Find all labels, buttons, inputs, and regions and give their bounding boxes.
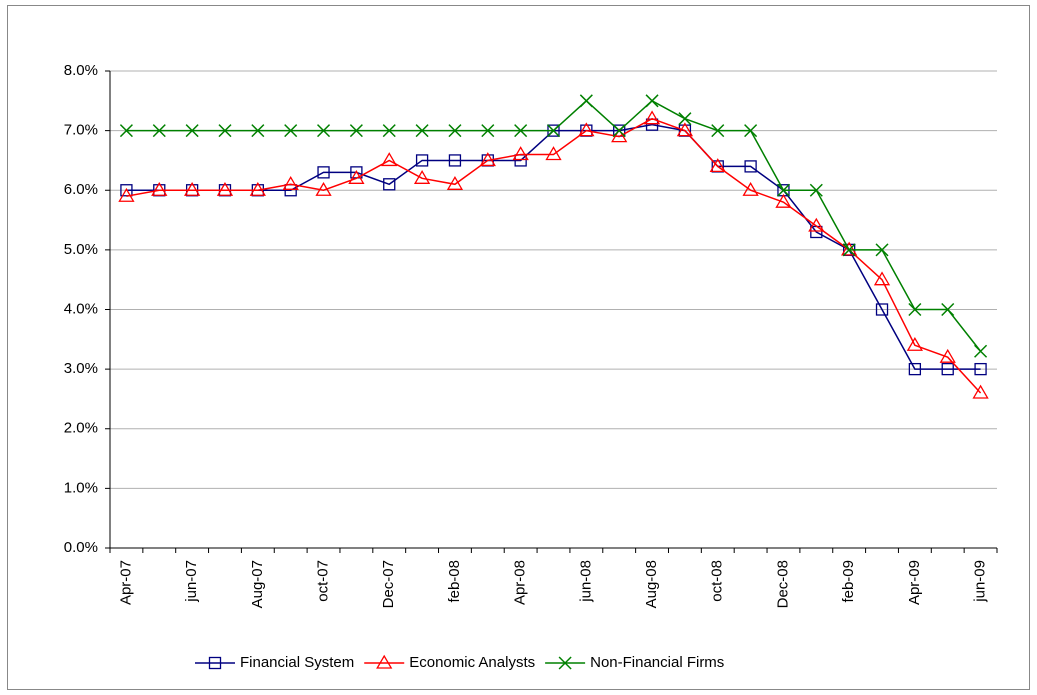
x-tick-label: feb-09 xyxy=(840,560,857,603)
marker xyxy=(645,94,659,108)
marker xyxy=(545,146,562,161)
legend-label: Financial System xyxy=(240,654,354,671)
x-tick-label: Dec-07 xyxy=(380,560,397,608)
chart-border xyxy=(7,5,1030,690)
marker xyxy=(676,122,694,137)
marker xyxy=(809,183,823,197)
marker xyxy=(218,124,232,138)
marker xyxy=(415,154,429,167)
x-tick-label: jun-07 xyxy=(183,560,200,603)
marker xyxy=(446,175,464,190)
x-tick-label: Aug-08 xyxy=(643,560,660,608)
marker xyxy=(317,124,331,138)
marker xyxy=(711,124,725,138)
x-tick-label: jun-08 xyxy=(577,560,594,603)
marker xyxy=(249,181,266,196)
marker xyxy=(908,362,922,376)
marker xyxy=(775,193,792,208)
marker xyxy=(382,124,396,138)
marker xyxy=(579,94,593,108)
x-tick-label: feb-08 xyxy=(446,560,463,603)
marker xyxy=(415,124,429,138)
marker xyxy=(481,124,495,138)
marker xyxy=(348,170,365,184)
marker xyxy=(282,175,299,190)
marker xyxy=(972,384,989,399)
y-tick-label: 8.0% xyxy=(64,62,98,79)
marker xyxy=(941,302,955,317)
marker xyxy=(578,122,595,137)
marker xyxy=(349,124,363,138)
marker xyxy=(413,170,431,184)
x-tick-label: Apr-08 xyxy=(512,560,529,605)
marker xyxy=(315,181,332,196)
marker xyxy=(875,303,889,316)
x-tick-label: Dec-08 xyxy=(774,560,791,608)
marker xyxy=(119,124,133,138)
y-tick-label: 7.0% xyxy=(64,122,98,139)
x-tick-label: oct-08 xyxy=(709,560,726,602)
marker xyxy=(941,362,954,376)
marker xyxy=(514,124,528,138)
marker xyxy=(118,187,135,202)
legend-label: Non-Financial Firms xyxy=(590,654,724,671)
legend-marker xyxy=(208,656,222,670)
marker xyxy=(709,158,726,173)
y-tick-label: 1.0% xyxy=(64,479,98,496)
marker xyxy=(744,124,758,138)
marker xyxy=(152,124,166,138)
marker xyxy=(317,166,330,179)
marker xyxy=(448,124,462,138)
marker xyxy=(383,178,396,191)
x-tick-label: Apr-07 xyxy=(117,560,134,605)
marker xyxy=(251,124,265,138)
marker xyxy=(216,181,234,196)
marker xyxy=(643,110,661,125)
marker xyxy=(808,217,825,232)
marker xyxy=(776,183,790,197)
legend: Financial System Economic Analysts Non-Fin… xyxy=(195,654,724,671)
marker xyxy=(939,348,956,363)
marker xyxy=(512,146,529,161)
x-tick-label: Apr-09 xyxy=(906,560,923,605)
legend-marker xyxy=(558,656,572,670)
y-tick-label: 0.0% xyxy=(64,539,98,556)
marker xyxy=(612,124,626,138)
marker xyxy=(875,243,889,257)
y-tick-label: 2.0% xyxy=(64,420,98,437)
x-tick-label: jun-09 xyxy=(972,560,989,603)
marker xyxy=(381,152,398,167)
y-tick-label: 5.0% xyxy=(64,241,98,258)
marker xyxy=(546,124,561,138)
marker xyxy=(151,181,168,196)
y-tick-label: 6.0% xyxy=(64,181,98,198)
marker xyxy=(906,336,924,351)
marker xyxy=(974,344,988,358)
marker xyxy=(479,152,496,167)
x-tick-label: Aug-07 xyxy=(249,560,266,608)
marker xyxy=(448,154,462,167)
x-tick-label: oct-07 xyxy=(315,560,332,602)
series-line xyxy=(126,117,982,394)
marker xyxy=(744,160,757,173)
marker xyxy=(284,124,298,138)
marker xyxy=(974,362,987,376)
marker xyxy=(183,181,201,196)
marker xyxy=(908,302,922,317)
marker xyxy=(185,124,199,138)
y-tick-label: 3.0% xyxy=(64,360,98,377)
marker xyxy=(841,241,858,256)
y-tick-label: 4.0% xyxy=(64,300,98,317)
marker xyxy=(842,243,856,257)
marker xyxy=(742,181,759,196)
legend-label: Economic Analysts xyxy=(409,654,535,671)
marker xyxy=(611,128,628,143)
marker xyxy=(678,112,692,126)
legend-marker xyxy=(376,654,393,669)
marker xyxy=(873,271,891,286)
